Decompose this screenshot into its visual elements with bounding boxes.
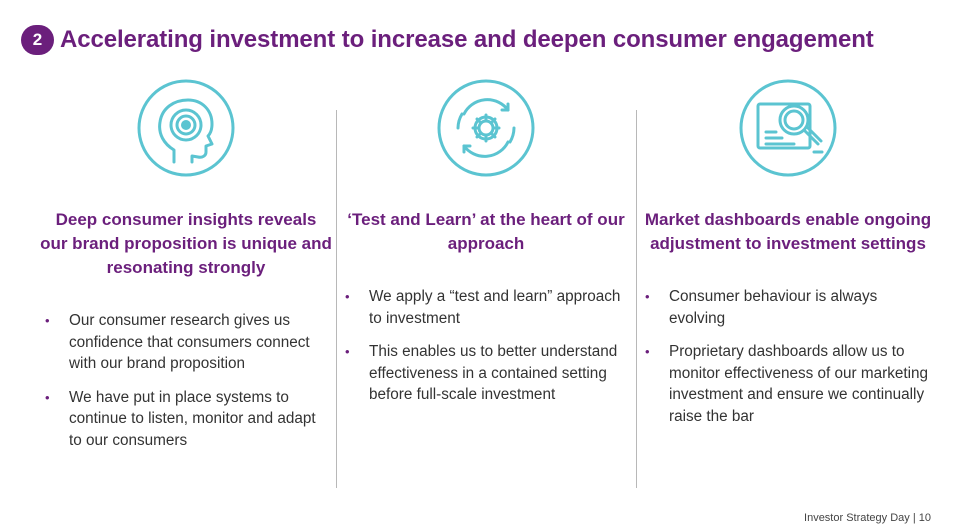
column-heading: Deep consumer insights reveals our brand…	[40, 210, 332, 277]
bullet-item: We apply a “test and learn” approach to …	[340, 286, 632, 329]
column-heading: Market dashboards enable ongoing adjustm…	[644, 210, 932, 253]
column-market-dashboards: Market dashboards enable ongoing adjustm…	[640, 78, 936, 439]
bullet-list: We apply a “test and learn” approach to …	[340, 286, 632, 406]
bullet-list: Consumer behaviour is always evolving Pr…	[640, 286, 936, 427]
magnifier-dashboard-icon	[738, 78, 838, 178]
bullet-item: Proprietary dashboards allow us to monit…	[640, 341, 936, 427]
column-divider	[636, 110, 637, 488]
section-number-badge: 2	[21, 25, 54, 55]
bullet-item: Our consumer research gives us confidenc…	[40, 310, 332, 375]
column-test-and-learn: ‘Test and Learn’ at the heart of our app…	[340, 78, 632, 418]
column-heading: ‘Test and Learn’ at the heart of our app…	[347, 210, 625, 253]
slide-header: 2 Accelerating investment to increase an…	[21, 25, 874, 55]
bullet-item: We have put in place systems to continue…	[40, 387, 332, 452]
gear-cycle-icon	[436, 78, 536, 178]
bullet-item: This enables us to better understand eff…	[340, 341, 632, 406]
page-title: Accelerating investment to increase and …	[60, 26, 874, 53]
column-divider	[336, 110, 337, 488]
head-target-icon	[136, 78, 236, 178]
bullet-list: Our consumer research gives us confidenc…	[40, 310, 332, 451]
column-consumer-insights: Deep consumer insights reveals our brand…	[40, 78, 332, 463]
bullet-item: Consumer behaviour is always evolving	[640, 286, 936, 329]
footer-page-label: Investor Strategy Day | 10	[804, 512, 931, 524]
